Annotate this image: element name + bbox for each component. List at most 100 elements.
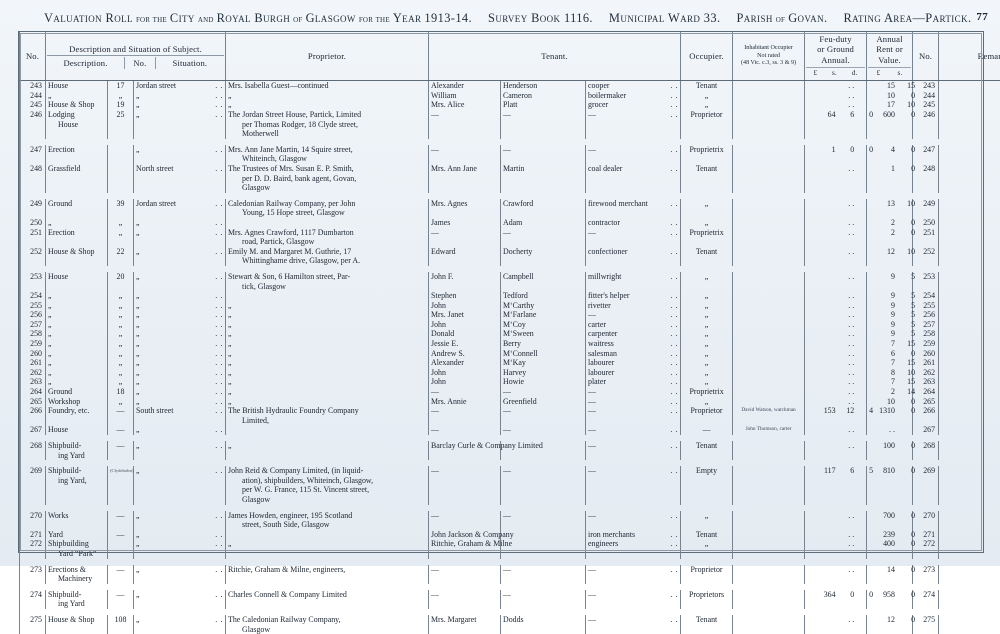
header-group-title: Description and Situation of Subject.	[47, 44, 224, 56]
cell-proprietor: „	[226, 310, 429, 320]
cell-no-left: 252	[20, 247, 46, 266]
cell-property-number: 22	[108, 247, 134, 266]
cell-proprietor	[226, 291, 429, 301]
cell-tenant-trade: —. .	[586, 406, 681, 425]
cell-remarks	[939, 441, 1000, 460]
feu-pounds: 1	[805, 145, 840, 155]
rent-pounds: 100	[867, 441, 898, 451]
cell-property-number: —	[108, 425, 134, 435]
cell-tenant-trade: grocer. .	[586, 100, 681, 110]
cell-remarks	[939, 466, 1000, 504]
table-header: No. Description and Situation of Subject…	[20, 32, 1000, 81]
cell-inhabitant-occupier	[733, 301, 805, 311]
cell-feu-duty: . .	[805, 320, 867, 330]
cell-inhabitant-occupier	[733, 329, 805, 339]
cell-remarks	[939, 615, 1000, 634]
masthead-title: Valuation Roll for the City and Royal Bu…	[44, 11, 472, 26]
masthead-year-label: Year	[393, 11, 422, 25]
cell-occupier: Proprietor	[681, 406, 733, 425]
cell-proprietor: Ritchie, Graham & Milne, engineers,	[226, 565, 429, 584]
cell-proprietor	[226, 425, 429, 435]
cell-tenant-surname: Campbell	[501, 272, 586, 291]
cell-tenant-surname: Howie	[501, 377, 586, 387]
cell-inhabitant-occupier	[733, 441, 805, 460]
cell-inhabitant-occupier	[733, 272, 805, 291]
cell-situation: „. .	[134, 218, 226, 228]
cell-proprietor: The Caledonian Railway Company,Glasgow	[226, 615, 429, 634]
rent-pounds: 1310	[867, 406, 898, 416]
masthead-of: of	[293, 15, 302, 25]
cell-description: House & Shop	[46, 615, 108, 634]
cell-feu-duty: . .	[805, 530, 867, 540]
header-no-right: No.	[913, 32, 939, 81]
masthead-year-value: 1913-14.	[424, 11, 472, 25]
feu-pounds: 64	[805, 110, 840, 120]
rent-shillings: 0	[898, 91, 920, 101]
cell-feu-duty: . .	[805, 218, 867, 228]
cell-occupier: „	[681, 91, 733, 101]
cell-no-left: 245	[20, 100, 46, 110]
cell-inhabitant-occupier	[733, 320, 805, 330]
rent-pounds: 400	[867, 539, 898, 549]
cell-no-left: 246	[20, 110, 46, 139]
cell-situation: „. .	[134, 358, 226, 368]
cell-description: „	[46, 358, 108, 368]
cell-tenant-trade: iron merchants. .	[586, 530, 681, 540]
cell-situation: „. .	[134, 320, 226, 330]
rent-pounds: 2	[867, 387, 898, 397]
cell-occupier: Proprietor	[681, 110, 733, 139]
cell-description: Workshop	[46, 397, 108, 407]
rent-pounds: 6	[867, 349, 898, 359]
cell-property-number: 18	[108, 387, 134, 397]
cell-inhabitant-occupier	[733, 145, 805, 164]
cell-remarks	[939, 164, 1000, 193]
cell-property-number: „	[108, 329, 134, 339]
cell-description: „	[46, 218, 108, 228]
feu-shillings: . .	[840, 530, 858, 540]
cell-proprietor: „	[226, 539, 429, 558]
cell-description: House	[46, 81, 108, 91]
cell-situation: „. .	[134, 441, 226, 460]
cell-occupier: Proprietrix	[681, 228, 733, 247]
cell-occupier: „	[681, 349, 733, 359]
cell-tenant-surname: Dodds	[501, 615, 586, 634]
